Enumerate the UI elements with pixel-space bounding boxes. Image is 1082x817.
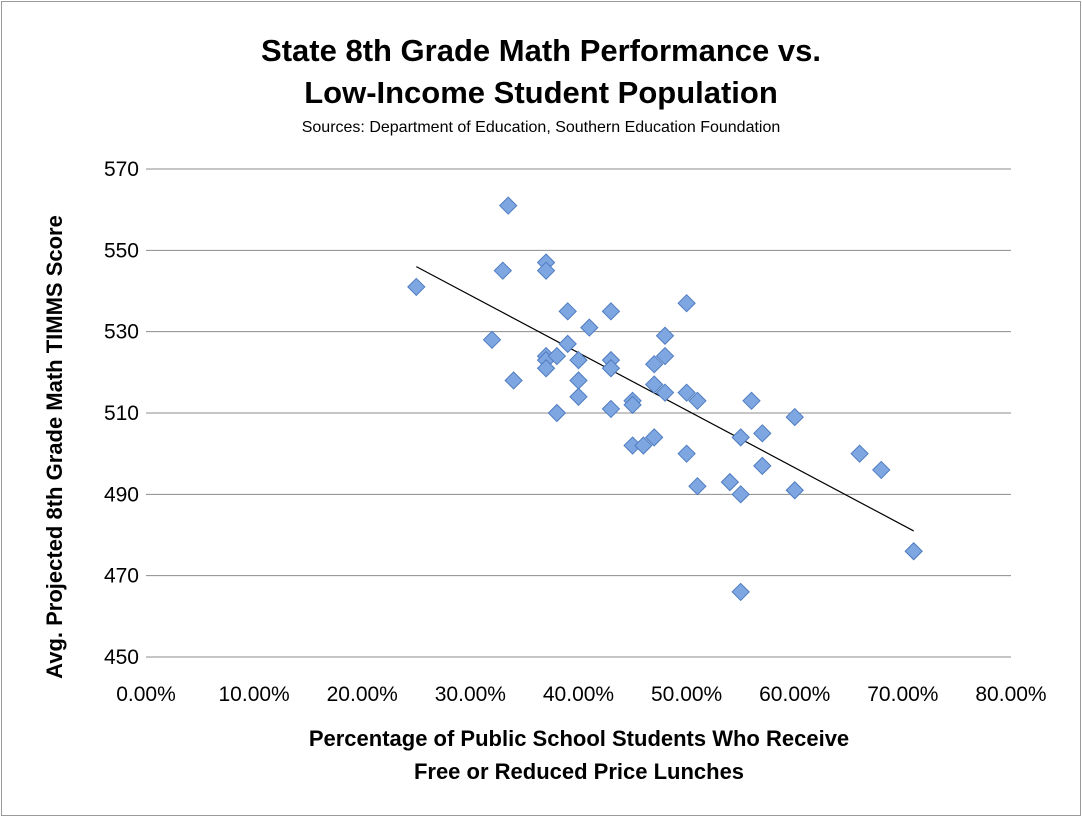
x-tick-label: 10.00% [219,683,290,706]
x-tick-label: 50.00% [651,683,722,706]
data-point [655,346,675,366]
x-tick-label: 80.00% [975,683,1046,706]
gridlines [146,168,1011,577]
data-point [688,476,707,496]
data-point [601,399,621,419]
data-point [499,196,518,215]
data-point [569,387,588,406]
data-point [493,261,513,280]
x-axis-title-line-1: Percentage of Public School Students Who… [309,726,849,751]
data-point [688,391,707,411]
y-tick-label: 490 [104,483,139,506]
data-point [623,395,642,415]
data-point [785,407,804,427]
y-tick-label: 550 [104,239,139,262]
data-point [850,444,869,463]
data-point [634,436,653,455]
data-point [731,428,750,447]
y-tick-label: 510 [104,402,139,425]
x-tick-label: 0.00% [116,683,176,706]
data-point [731,582,750,602]
y-tick-label: 530 [104,321,139,344]
x-axis-title-line-2: Free or Reduced Price Lunches [414,759,744,784]
data-point [644,354,664,374]
data-point [580,318,599,337]
data-point [785,481,804,500]
data-point [482,330,502,350]
data-point [677,383,696,402]
y-tick-label: 570 [104,158,139,181]
data-point [504,371,523,390]
data-point [536,359,556,378]
data-point [753,424,772,443]
data-point [720,472,740,492]
data-points [407,196,923,602]
data-point [904,542,923,561]
data-point [569,371,588,390]
data-point [872,460,891,480]
y-tick-label: 450 [104,646,139,669]
chart-subtitle: Sources: Department of Education, Southe… [302,119,781,136]
data-point [547,403,567,423]
x-tick-labels: 0.00% 10.00% 20.00% 30.00% 40.00% 50.00% 60.00… [116,683,1046,706]
data-point [558,302,577,321]
data-point [644,428,664,447]
data-point [536,261,556,280]
data-point [547,346,567,366]
x-tick-label: 60.00% [759,683,830,706]
data-point [753,456,772,476]
data-point [644,375,664,394]
data-point [407,277,426,297]
data-point [742,391,761,411]
data-point [655,383,675,402]
y-axis-title: Avg. Projected 8th Grade Math TIMMS Scor… [42,215,67,679]
data-point [558,334,577,354]
x-tick-label: 70.00% [867,683,938,706]
x-tick-label: 20.00% [327,683,398,706]
chart-title-line-2: Low-Income Student Population [304,75,778,110]
x-tick-label: 30.00% [435,683,506,706]
data-point [731,485,750,504]
data-point [569,350,588,370]
chart-title-line-1: State 8th Grade Math Performance vs. [261,33,821,68]
data-point [601,302,621,321]
data-point [601,359,621,378]
x-tick-label: 40.00% [543,683,614,706]
data-point [677,444,696,463]
data-point [677,293,696,313]
data-point [655,326,675,345]
y-tick-label: 470 [104,565,139,588]
y-tick-labels: 450 470 490 510 530 550 570 [104,158,139,669]
